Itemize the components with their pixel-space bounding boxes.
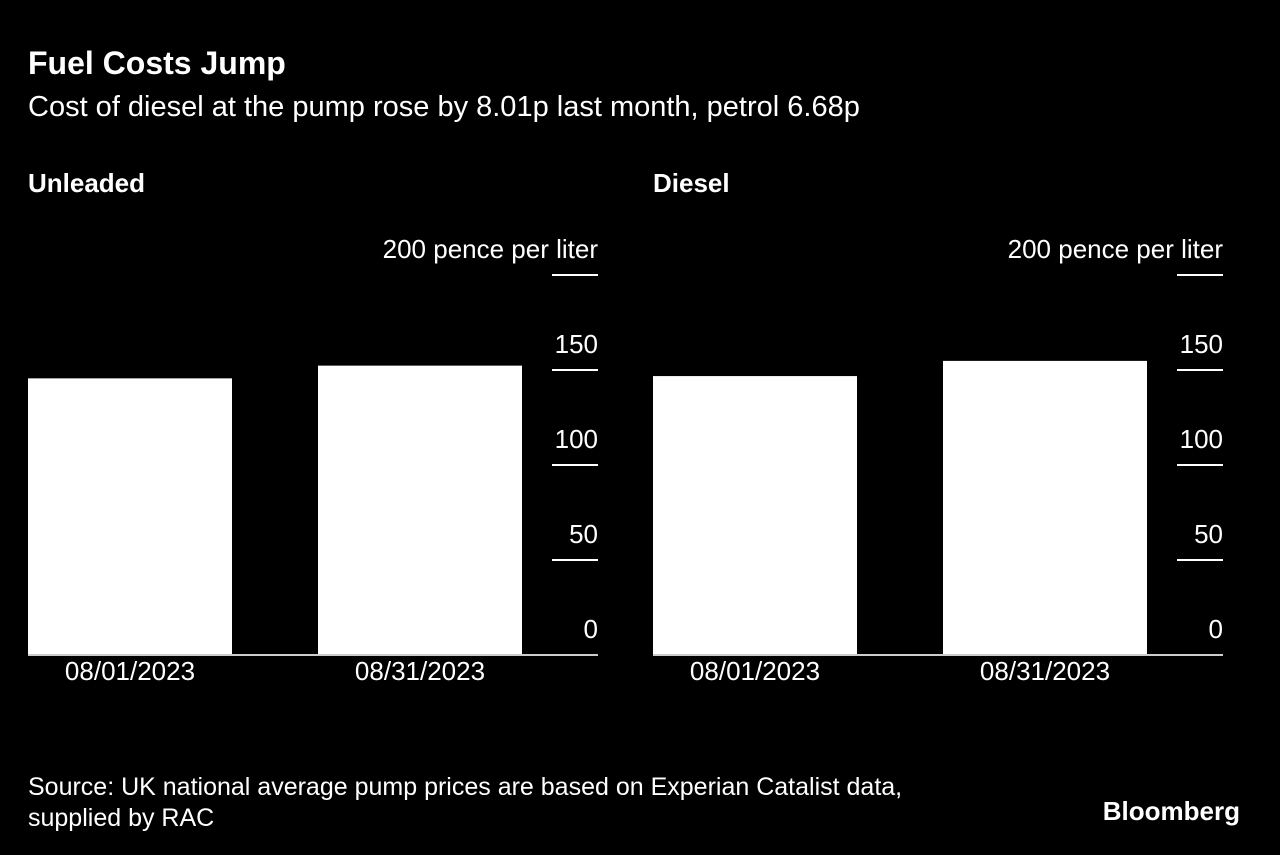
bar (943, 360, 1147, 655)
source: Source: UK national average pump prices … (28, 773, 902, 801)
y-tick-label: 200 pence per liter (1008, 234, 1224, 264)
logo: Bloomberg (1103, 796, 1240, 826)
chart-subtitle: Cost of diesel at the pump rose by 8.01p… (28, 91, 860, 123)
panel-title: Unleaded (28, 168, 145, 198)
x-tick-label: 08/01/2023 (690, 656, 820, 686)
bar (653, 376, 857, 655)
bar (28, 378, 232, 655)
source: supplied by RAC (28, 804, 214, 832)
y-tick-label: 150 (1180, 329, 1223, 359)
y-tick-label: 0 (584, 614, 598, 644)
x-tick-label: 08/01/2023 (65, 656, 195, 686)
panel-title: Diesel (653, 168, 730, 198)
y-tick-label: 50 (1194, 519, 1223, 549)
x-tick-label: 08/31/2023 (980, 656, 1110, 686)
y-tick-label: 150 (555, 329, 598, 359)
y-tick-label: 50 (569, 519, 598, 549)
y-tick-label: 0 (1209, 614, 1223, 644)
x-tick-label: 08/31/2023 (355, 656, 485, 686)
chart-title: Fuel Costs Jump (28, 45, 286, 81)
y-tick-label: 100 (555, 424, 598, 454)
y-tick-label: 200 pence per liter (383, 234, 599, 264)
y-tick-label: 100 (1180, 424, 1223, 454)
bar (318, 365, 522, 655)
